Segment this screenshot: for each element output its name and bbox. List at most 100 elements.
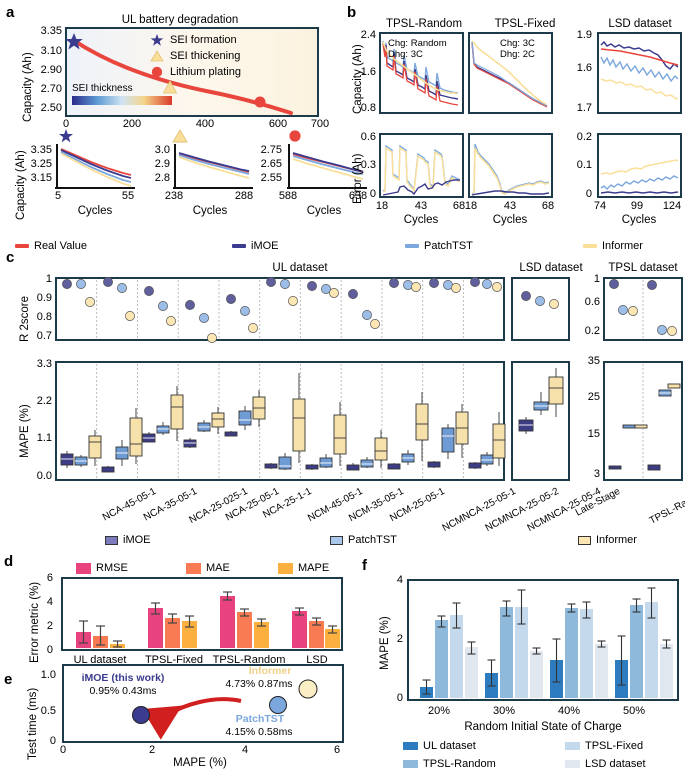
b-capacity-tpsl-random xyxy=(379,32,464,114)
e-point-1-value: 4.15% 0.58ms xyxy=(225,726,293,738)
e-xtick-0: 0 xyxy=(59,744,67,756)
legend-sei-formation: SEI formation xyxy=(150,33,241,47)
inset-1-star-icon xyxy=(59,129,73,143)
c-tpsl-mape-ytick-0: 35 xyxy=(587,355,600,367)
e-point-0-name: iMOE (this work) xyxy=(81,672,165,684)
star-icon xyxy=(150,34,164,46)
panel-a-xtick-2: 400 xyxy=(195,118,215,130)
b-cap0-ytick-2: 0.8 xyxy=(360,102,376,114)
c-xlabel-9: NCMNCA-25-05-2 xyxy=(483,486,561,535)
legend-label-sei-thickening: SEI thickening xyxy=(170,50,241,62)
panel-c-letter: c xyxy=(6,249,15,266)
panel-d-letter: d xyxy=(4,553,14,570)
b-xtick-1-2: 68 xyxy=(541,200,555,212)
legend-imoe: iMOE xyxy=(232,240,279,252)
e-point-0-value: 0.95% 0.43ms xyxy=(89,685,157,697)
inset-2-ytick-0: 3.0 xyxy=(154,144,170,156)
d-ytick-2: 2 xyxy=(46,620,53,632)
f-ytick-0: 4 xyxy=(396,574,403,586)
panel-a-ytick-2: 2.90 xyxy=(40,64,62,76)
b-annot-0-line-1: Dhg: 3C xyxy=(388,49,423,60)
inset-1-plot xyxy=(55,144,135,189)
legend-patchtst: PatchTST xyxy=(405,240,473,252)
d-xlabel-0: UL dataset xyxy=(73,654,127,666)
e-xtick-3: 6 xyxy=(333,744,341,756)
box-patchtst-swatch-icon xyxy=(330,535,343,545)
inset-2-xtick-1: 288 xyxy=(234,190,254,202)
c-mape-ytick-1: 2.2 xyxy=(36,395,52,407)
b-xtick-2-2: 124 xyxy=(662,200,682,212)
inset-1-xtick-0: 5 xyxy=(54,190,62,202)
f-legend-label-lsd: LSD dataset xyxy=(585,758,646,770)
inset-3-ytick-0: 2.75 xyxy=(260,144,282,156)
inset-2-xtick-0: 238 xyxy=(164,190,184,202)
panel-a-colorbar xyxy=(72,96,172,105)
inset-1-xlabel: Cycles xyxy=(77,205,113,217)
boxlegend-label-informer: Informer xyxy=(596,534,637,546)
inset-3-ytick-1: 2.65 xyxy=(260,158,282,170)
c-r2-ytick-1: 0.9 xyxy=(36,292,52,304)
real-value-swatch-icon xyxy=(15,244,29,248)
inset-3-circle-icon xyxy=(289,130,301,142)
panel-e-letter: e xyxy=(4,671,13,688)
inset-3-xtick-1: 638 xyxy=(348,190,368,202)
panel-f-barchart xyxy=(407,579,679,701)
c-tpsl-r2-ytick-1: 0.6 xyxy=(584,296,600,308)
legend-real-value: Real Value xyxy=(15,240,87,252)
f-legend-tpsl-fixed: TPSL-Fixed xyxy=(565,740,643,752)
panel-a-xtick-4: 700 xyxy=(310,118,330,130)
legend-lithium-plating: Lithium plating xyxy=(150,65,241,79)
b-err0-ytick-1: 0.3 xyxy=(360,159,376,171)
inset-2-plot xyxy=(173,144,253,189)
c-r2-lsd-plot xyxy=(511,277,570,341)
f-xlabel-3: 50% xyxy=(622,705,646,717)
b-cap0-ytick-1: 1.6 xyxy=(360,66,376,78)
panel-a-ytick-1: 3.10 xyxy=(40,45,62,57)
patchtst-swatch-icon xyxy=(405,244,419,248)
box-informer-swatch-icon xyxy=(578,535,591,545)
panel-a-xtick-3: 600 xyxy=(268,118,288,130)
c-mape-ytick-3: 0.0 xyxy=(36,470,52,482)
panel-b-title-0: TPSL-Random xyxy=(385,18,463,30)
f-ytick-1: 2 xyxy=(396,633,403,645)
c-tpsl-r2-ytick-2: 0.2 xyxy=(584,325,600,337)
panel-a-ytick-4: 2.50 xyxy=(40,102,62,114)
panel-b-letter: b xyxy=(347,4,357,21)
inset-3-xtick-0: 588 xyxy=(278,190,298,202)
mae-swatch-icon xyxy=(186,562,201,574)
panel-a-marker-legend: SEI formation SEI thickening Lithium pla… xyxy=(150,33,241,79)
b-xtick-0-2: 68 xyxy=(452,200,466,212)
panel-a-letter: a xyxy=(6,4,15,21)
inset-3-xlabel: Cycles xyxy=(306,205,342,217)
c-mape-tpsl-boxplot xyxy=(603,361,683,481)
panel-a-colorbar-label: SEI thickness xyxy=(72,83,133,94)
b-cap2-ytick-2: 1.7 xyxy=(576,102,592,114)
c-tpsl-mape-ytick-1: 25 xyxy=(587,391,600,403)
d-xlabel-1: TPSL-Fixed xyxy=(144,654,204,666)
f-legend-label-ul: UL dataset xyxy=(423,740,476,752)
legend-sei-thickening: SEI thickening xyxy=(150,49,241,63)
boxlegend-imoe: iMOE xyxy=(105,534,151,546)
panel-e-scatter xyxy=(62,664,344,743)
legend-label-informer: Informer xyxy=(602,240,643,252)
d-ytick-1: 4 xyxy=(46,596,53,608)
mape-swatch-icon xyxy=(278,562,293,574)
b-annot-0: Chg: Random Dhg: 3C xyxy=(388,38,447,60)
d-xlabel-2: TPSL-Random xyxy=(212,654,286,666)
panel-c-group-title-0: UL dataset xyxy=(272,262,328,274)
c-tpsl-r2-ytick-0: 1 xyxy=(593,273,600,285)
legend-label-patchtst: PatchTST xyxy=(424,240,473,252)
f-legend-label-tpsl-random: TPSL-Random xyxy=(423,758,496,770)
panel-c-group-title-1: LSD dataset xyxy=(519,262,583,274)
d-legend-mape: MAPE xyxy=(278,562,329,574)
b-xtick-0-1: 43 xyxy=(414,200,428,212)
f-legend-lsd: LSD dataset xyxy=(565,758,646,770)
f-xlabel: Random Initial State of Charge xyxy=(464,721,622,733)
rmse-swatch-icon xyxy=(76,562,91,574)
b-cap2-ytick-0: 1.9 xyxy=(576,29,592,41)
panel-d-ylabel-wrap: Error metric (%) xyxy=(18,565,41,663)
b-xtick-2-1: 99 xyxy=(630,200,644,212)
inset-3-ytick-2: 2.55 xyxy=(260,172,282,184)
f-legend-label-tpsl-fixed: TPSL-Fixed xyxy=(585,740,644,752)
c-mape-lsd-boxplot xyxy=(511,361,570,481)
